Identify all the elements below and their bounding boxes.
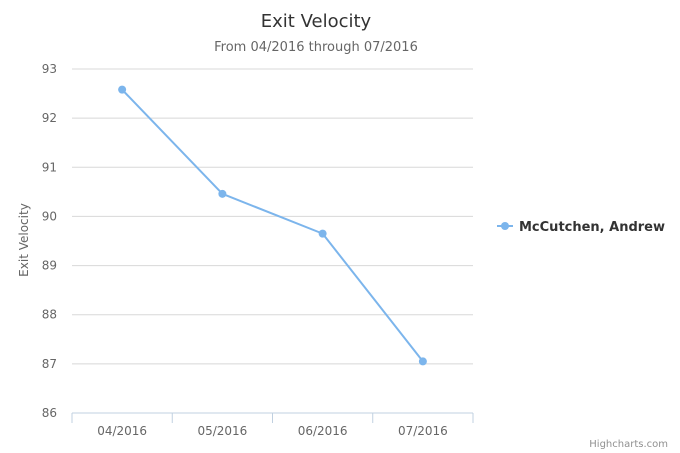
- x-tick-label: 04/2016: [97, 424, 147, 438]
- legend-label[interactable]: McCutchen, Andrew: [519, 220, 665, 235]
- data-point[interactable]: [118, 85, 127, 94]
- y-tick-label: 92: [42, 111, 57, 125]
- y-tick-label: 93: [42, 62, 57, 76]
- y-axis-title: Exit Velocity: [17, 203, 31, 277]
- y-tick-label: 86: [42, 406, 57, 420]
- data-point[interactable]: [318, 229, 327, 238]
- y-tick-label: 90: [42, 209, 57, 223]
- y-tick-label: 87: [42, 357, 57, 371]
- series-layer: [118, 85, 427, 366]
- y-tick-labels: 86 87 88 89 90 91 92 93: [42, 62, 57, 420]
- x-tick-label: 07/2016: [398, 424, 448, 438]
- legend[interactable]: McCutchen, Andrew: [497, 220, 665, 235]
- x-tick-label: 06/2016: [298, 424, 348, 438]
- data-point[interactable]: [418, 357, 427, 366]
- y-tick-label: 88: [42, 308, 57, 322]
- x-tick-label: 05/2016: [197, 424, 247, 438]
- y-tick-label: 89: [42, 259, 57, 273]
- data-point[interactable]: [218, 189, 227, 198]
- chart-subtitle: From 04/2016 through 07/2016: [214, 40, 418, 55]
- credits-link[interactable]: Highcharts.com: [589, 439, 668, 450]
- legend-marker-icon: [501, 222, 509, 230]
- x-tick-labels: 04/2016 05/2016 06/2016 07/2016: [97, 424, 448, 438]
- chart-title: Exit Velocity: [261, 11, 372, 32]
- y-tick-label: 91: [42, 160, 57, 174]
- x-axis: [71, 412, 474, 423]
- series-line: [121, 88, 424, 363]
